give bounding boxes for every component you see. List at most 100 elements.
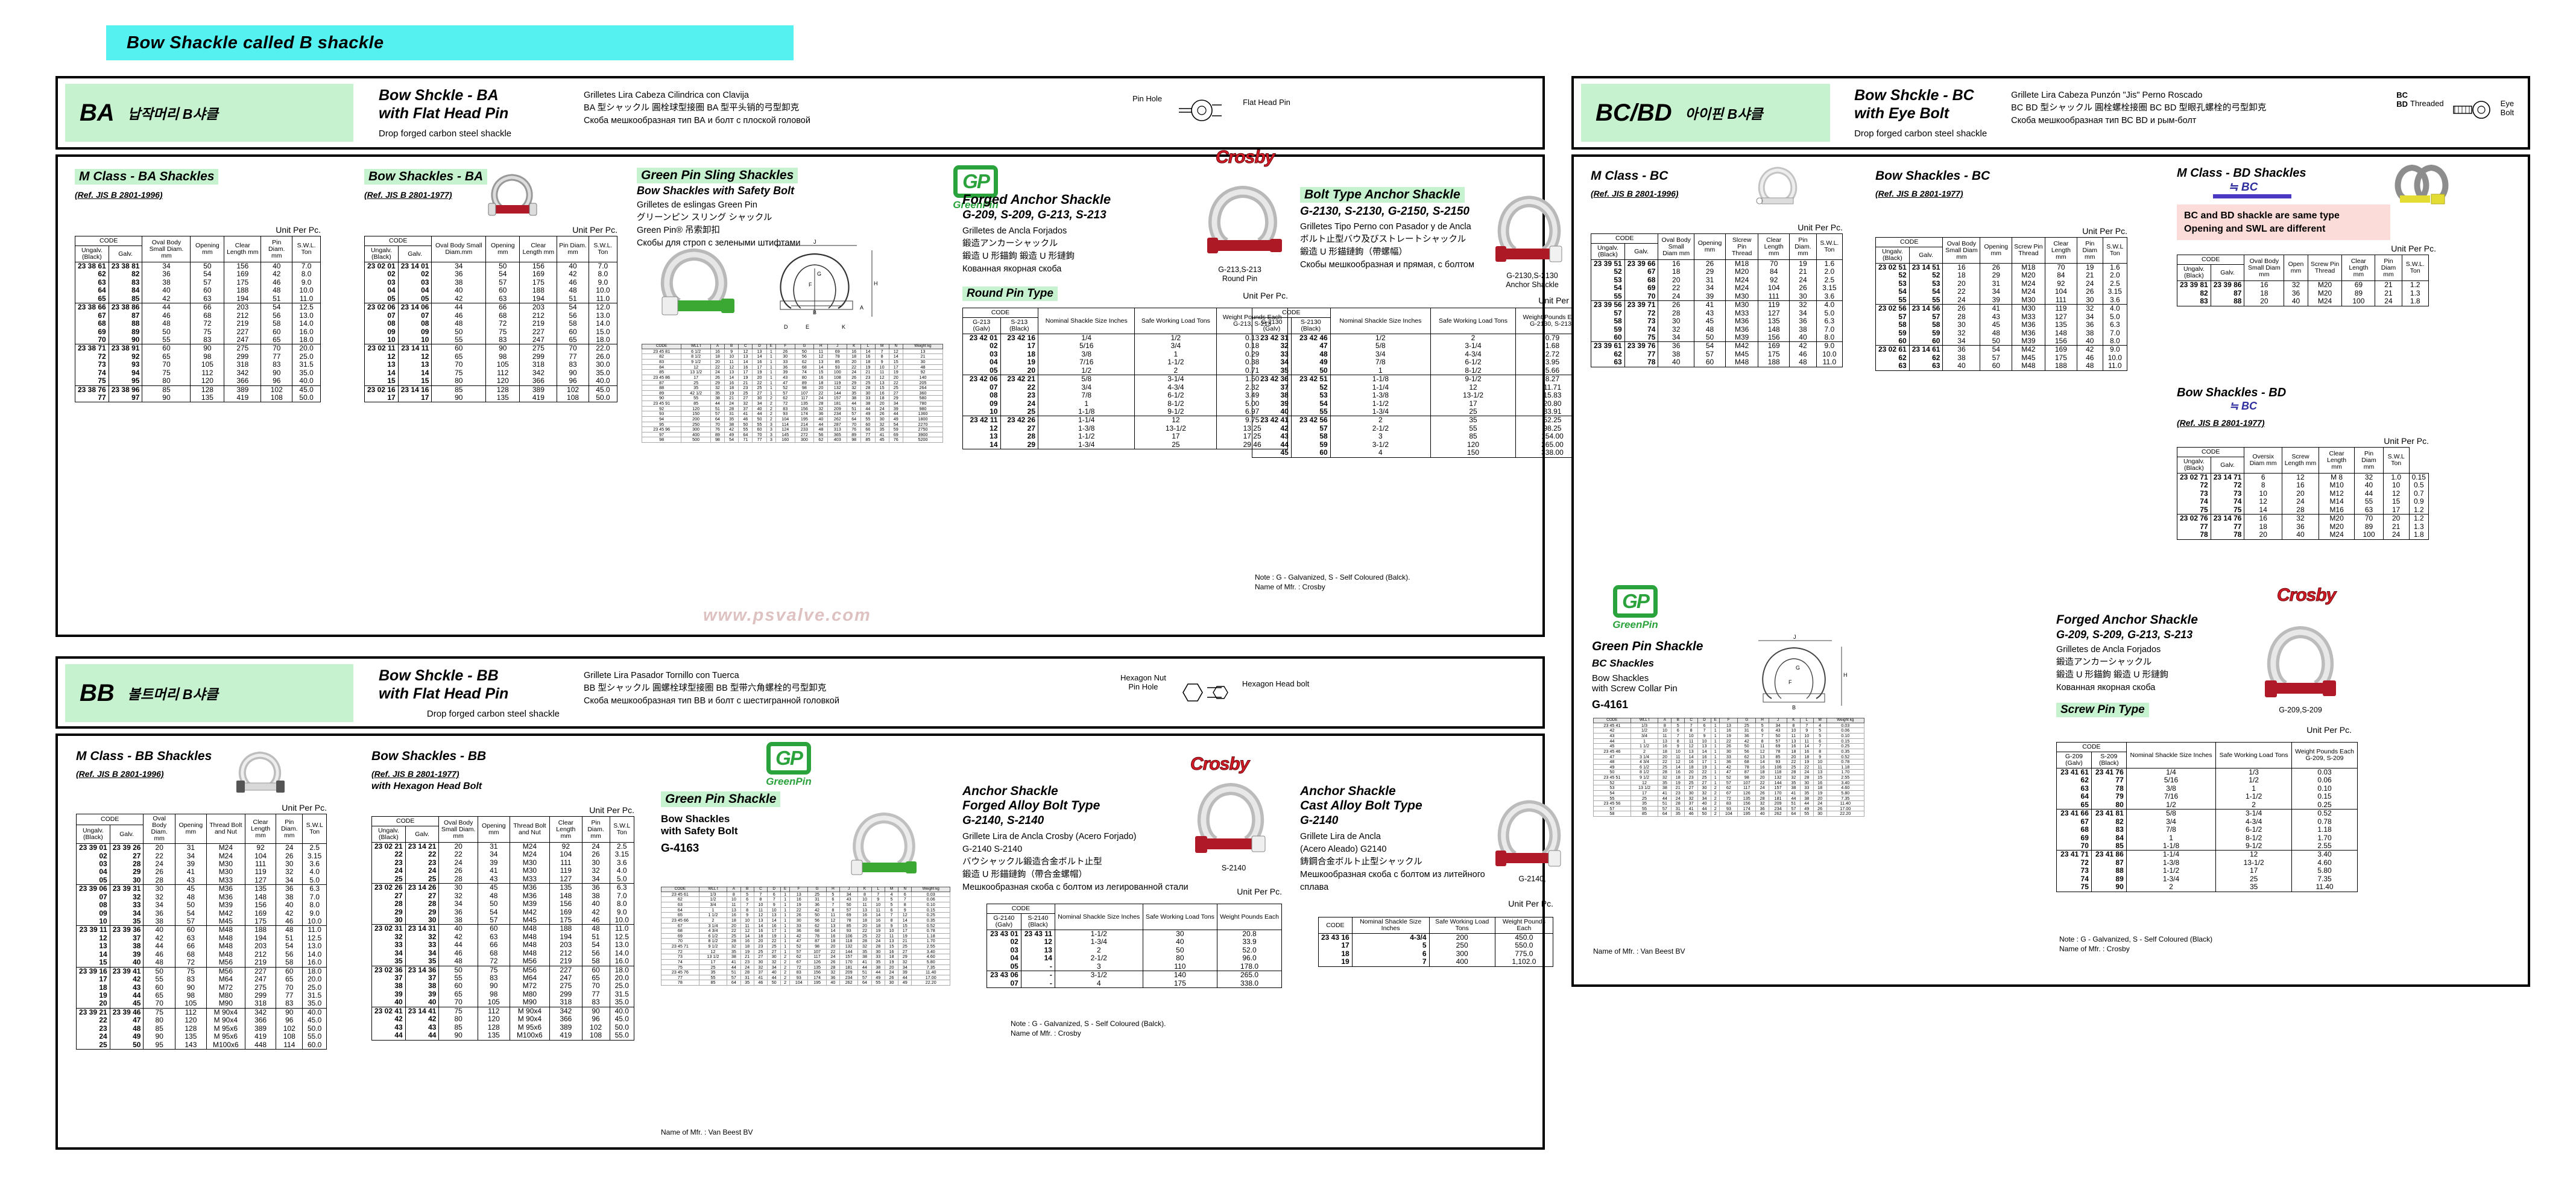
cell: 212 [224, 311, 262, 320]
cell: 5/8 [1330, 342, 1432, 350]
cell: 127 [2044, 312, 2077, 322]
table-row: 23 39 11 23 39 36 40 60 M48 188 48 11.0 [76, 925, 327, 934]
table-row: 40 55 1-3/4 25 33.91 [1252, 407, 1590, 416]
cell: 111 [549, 858, 582, 867]
cell: 23 02 26 [371, 883, 406, 892]
cell: 154.00 [1515, 432, 1590, 441]
bb1977-title: Bow Shackles - BB [371, 749, 487, 763]
cell: 40 [276, 901, 303, 910]
cell: 54 [724, 437, 739, 443]
cell: 74 [75, 369, 109, 378]
cell: 2 [1710, 811, 1720, 817]
th-6: Pin Diam mm [2076, 236, 2103, 264]
cell: 43 [477, 875, 510, 884]
cell: 40 [581, 899, 610, 908]
cell: 25 [371, 875, 406, 884]
cell: 6-1/2 [1430, 358, 1516, 367]
cell: 89 [108, 328, 143, 336]
cell: 43 [1593, 733, 1631, 739]
cell: 20 [2382, 514, 2410, 523]
cell: 45 [1252, 448, 1292, 458]
cell: M 95x6 [206, 1024, 245, 1033]
cell: 10.0 [292, 286, 321, 295]
cell: 181 [827, 401, 848, 407]
gp-safety-sub: Bow Shackles with Safety Bolt [661, 813, 738, 837]
forged-anchor-block-2: Forged Anchor Shackle G-209, S-209, G-21… [2056, 613, 2285, 718]
table-row: 23 23 24 39 M30 111 30 3.6 [371, 858, 634, 867]
cell: 31 [174, 843, 207, 852]
cell: 7.0 [292, 262, 321, 271]
table-row: 48 4 3/4 22 12 16 17 1 36 68 14 93 22 19 10 0.78 [1593, 759, 1865, 765]
cell: 50 [431, 328, 487, 336]
cell: 68 [661, 928, 699, 934]
cell: 36 [143, 909, 175, 917]
cell: 52 [1591, 268, 1625, 276]
cell: 57 [485, 278, 520, 287]
cell: 150 [1430, 448, 1516, 458]
cell: 17 [76, 975, 110, 984]
table-row: 24 49 90 135 M 95x6 419 108 55.0 [76, 1032, 327, 1041]
cell: 63 [1591, 358, 1625, 367]
cell: 0.35 [1826, 748, 1865, 755]
cell: 23 45 56 [1593, 800, 1631, 806]
cell: 42 [431, 294, 487, 303]
table-row: 23 41 61 23 41 76 1/4 1/3 0.03 [2056, 768, 2358, 777]
cell: 48 [438, 957, 478, 966]
cell: 03 [987, 946, 1021, 955]
cell: 65 [557, 335, 589, 344]
cell: 29 [109, 867, 144, 876]
cell: 419 [224, 393, 262, 403]
cell: 60 [142, 344, 191, 353]
cell: M56 [509, 965, 551, 975]
cell: 8 [898, 902, 912, 908]
cell: 58 [276, 958, 303, 968]
cell: 19 [738, 374, 753, 381]
cell: 73 [2210, 489, 2245, 498]
cell: 18 [1658, 748, 1672, 755]
cell: 29 [888, 395, 903, 402]
th-4: Thread Bolt and Nut [206, 813, 245, 844]
cell: 83 [190, 335, 225, 344]
cell: 40 [1697, 800, 1711, 806]
cell: 03 [962, 350, 1001, 359]
table-row: 05-3 110 178.0 [987, 962, 1282, 971]
cell: 34 [438, 899, 478, 908]
cell: 17 [888, 364, 903, 370]
cell: 66 [190, 303, 225, 312]
fa2-ml-ja: 鍛造アンカーシャックル [2056, 657, 2152, 668]
cell: 1.2 [2401, 280, 2429, 290]
th-6: S.W.L. Ton [292, 235, 321, 263]
cell: 16 [752, 359, 767, 365]
cell: M 95x6 [206, 1032, 245, 1041]
cell: 366 [224, 376, 262, 386]
cell: 9.0 [302, 909, 327, 917]
cell: 30.0 [588, 360, 618, 369]
table-row: 23 45 71 9 1/2 32 18 23 25 1 52 98 20 132 32 28 15 25 2… [661, 943, 950, 949]
cell: 23 39 41 [109, 966, 144, 976]
cell: 23 14 26 [405, 883, 440, 892]
cell: 83 [641, 359, 682, 365]
cell: 75 [438, 1006, 478, 1016]
cell: 338.0 [1217, 979, 1282, 989]
cell: 132 [839, 943, 859, 949]
cell: 85 [1630, 811, 1659, 817]
table-row: 63 78 3/8 1 0.10 [2056, 784, 2358, 793]
cell: 5.0 [1816, 309, 1843, 318]
cell: 73 [2177, 489, 2211, 498]
table-row: 32 32 42 63 M48 194 51 12.5 [371, 933, 634, 942]
cell: 400 [681, 431, 711, 438]
cell: 08 [397, 319, 432, 328]
cell: 52 [1908, 271, 1943, 280]
cell: 1-1/4 [1038, 416, 1135, 425]
cell: 42 [724, 426, 739, 432]
cell: 30 [1719, 748, 1738, 755]
cell: 62 [1875, 353, 1910, 363]
cell: 119 [244, 867, 277, 876]
cell: 275 [224, 344, 262, 353]
cell: 32 [1755, 800, 1770, 806]
table-row: 62 1/2 10 6 8 7 1 16 31 6 43 10 9 5 7 0.06 [661, 896, 950, 903]
cell: 58 [1591, 317, 1625, 326]
cell: 32 [1658, 775, 1672, 781]
cell: M20 [1725, 268, 1759, 276]
